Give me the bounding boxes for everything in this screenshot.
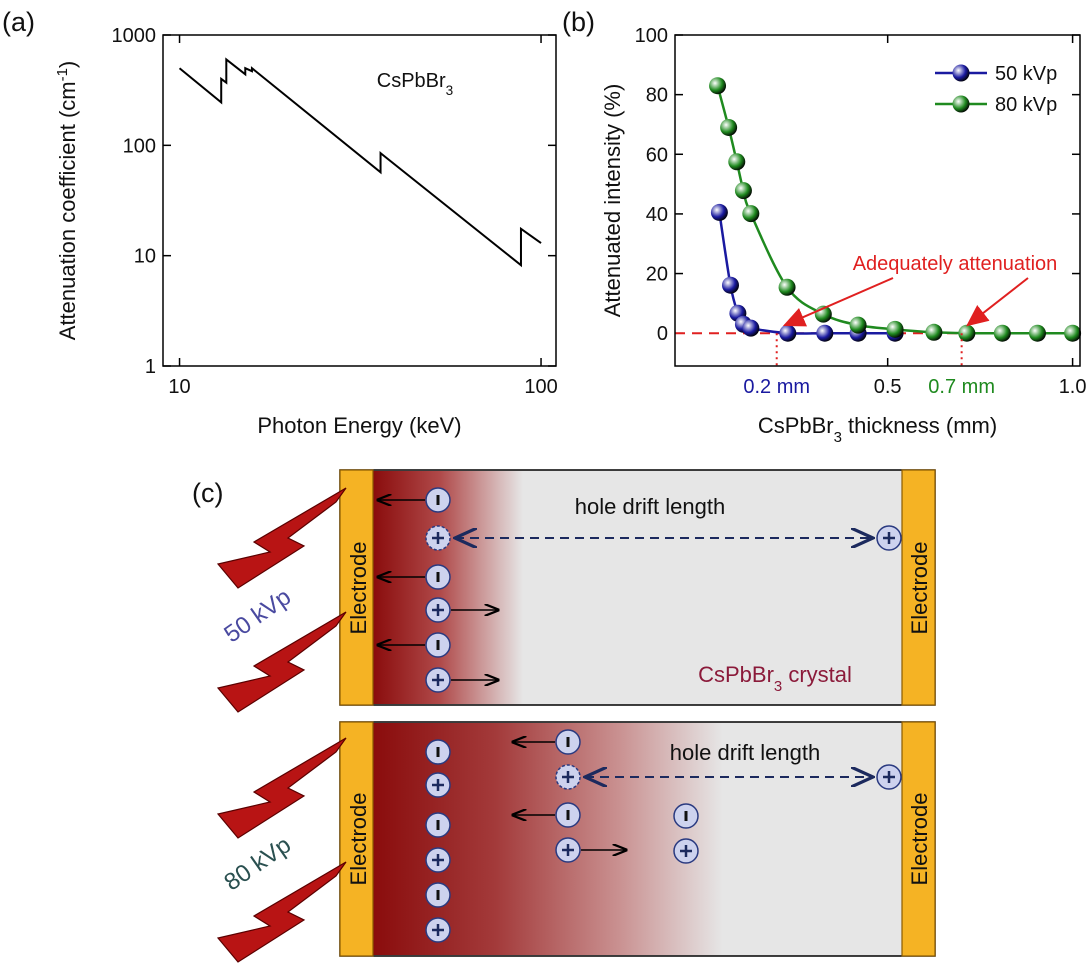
electron (426, 813, 450, 837)
data-point (1064, 325, 1081, 342)
y-tick-label: 1000 (112, 25, 157, 47)
source-label: 50 kVp (219, 583, 296, 648)
legend-label: 80 kVp (995, 94, 1057, 116)
data-point (728, 153, 745, 170)
y-tick-label: 60 (646, 144, 668, 166)
hole (877, 526, 901, 550)
electron (426, 488, 450, 512)
figure: (a) (b) (c) Electrode Electrode hole dri… (0, 0, 1092, 970)
electron (426, 883, 450, 907)
panel-label: (b) (562, 7, 595, 37)
marker-label: 0.7 mm (928, 376, 995, 398)
diagram-panel: Electrode Electrode hole drift length 80… (218, 722, 935, 962)
electron (426, 565, 450, 589)
data-point (1029, 325, 1046, 342)
annotation: CsPbBr3 (377, 70, 453, 98)
legend-marker (953, 96, 970, 113)
annotation-arrow (968, 278, 1028, 325)
y-tick-label: 100 (123, 135, 156, 157)
electrode-label: Electrode (907, 793, 932, 886)
x-tick-label: 1.0 (1059, 376, 1087, 398)
chart: 0 20 40 60 80 100 0.5 1.0 CsPbBr3 thickness (mm)… (600, 25, 1087, 446)
marker-label: 0.2 mm (743, 376, 810, 398)
data-point (779, 325, 796, 342)
drift-label: hole drift length (575, 494, 725, 519)
electrode-label: Electrode (907, 542, 932, 635)
x-axis-title: Photon Energy (keV) (257, 413, 461, 438)
data-point (720, 119, 737, 136)
x-ray-bolt (218, 738, 346, 838)
data-point (994, 325, 1011, 342)
chart: 1 10 100 1000 10 100 Photon Energy (keV) Attenu… (54, 25, 558, 438)
hole (426, 773, 450, 797)
x-tick-label: 100 (524, 376, 557, 398)
data-point (816, 325, 833, 342)
hole-origin (426, 526, 450, 550)
hole (877, 765, 901, 789)
y-tick-label: 10 (134, 246, 156, 268)
data-point (711, 204, 728, 221)
data-point (722, 277, 739, 294)
x-tick-label: 0.5 (874, 376, 902, 398)
y-axis-title: Attenuation coefficient (cm-1) (54, 61, 81, 340)
hole (426, 598, 450, 622)
hole (674, 839, 698, 863)
data-point (742, 205, 759, 222)
data-point (925, 324, 942, 341)
drift-label: hole drift length (670, 740, 820, 765)
x-tick-label: 10 (168, 376, 190, 398)
y-tick-label: 80 (646, 85, 668, 107)
electron (556, 730, 580, 754)
data-point (735, 182, 752, 199)
legend-marker (953, 65, 970, 82)
hole (426, 918, 450, 942)
data-point (887, 321, 904, 338)
hole-origin (556, 765, 580, 789)
electron (674, 804, 698, 828)
data-point (742, 320, 759, 337)
y-tick-label: 1 (145, 356, 156, 378)
series-line (718, 86, 1073, 334)
panel-label: (a) (2, 7, 35, 37)
electron (556, 803, 580, 827)
legend-label: 50 kVp (995, 63, 1057, 85)
electrode-label: Electrode (346, 542, 371, 635)
hole (426, 848, 450, 872)
diagram-panel: Electrode Electrode hole drift length Cs… (218, 470, 935, 712)
y-tick-label: 0 (657, 323, 668, 345)
y-axis-title: Attenuated intensity (%) (600, 84, 625, 318)
y-tick-label: 40 (646, 204, 668, 226)
y-tick-label: 100 (635, 25, 668, 47)
annotation: Adequately attenuation (853, 253, 1058, 275)
x-ray-bolt (218, 488, 346, 588)
electrode-label: Electrode (346, 793, 371, 886)
electron (426, 740, 450, 764)
data-point (709, 77, 726, 94)
x-axis-title: CsPbBr3 thickness (mm) (758, 413, 997, 446)
electron (426, 633, 450, 657)
data-point (850, 317, 867, 334)
source-label: 80 kVp (219, 831, 296, 896)
hole (556, 838, 580, 862)
series-line (180, 59, 541, 265)
hole (426, 668, 450, 692)
panel-label: (c) (192, 478, 223, 508)
y-tick-label: 20 (646, 264, 668, 286)
data-point (779, 279, 796, 296)
